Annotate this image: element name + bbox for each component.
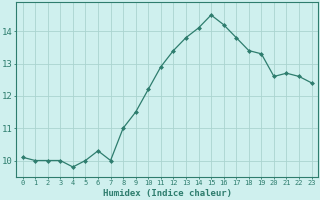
- X-axis label: Humidex (Indice chaleur): Humidex (Indice chaleur): [103, 189, 232, 198]
